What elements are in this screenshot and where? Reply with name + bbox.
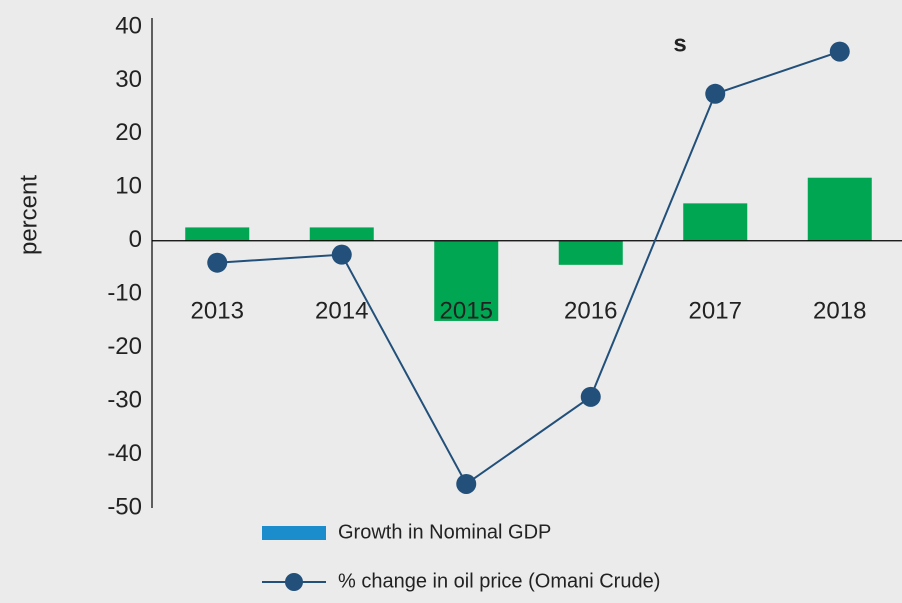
marker [829, 41, 850, 62]
y-tick-label: 20 [115, 119, 142, 146]
bar [683, 203, 748, 241]
legend-marker [285, 573, 303, 591]
y-tick-label: -50 [107, 493, 142, 520]
x-tick-label: 2017 [689, 297, 742, 324]
bar [558, 240, 623, 265]
bar [434, 240, 499, 321]
bar [309, 227, 374, 241]
y-tick-label: -20 [107, 333, 142, 360]
marker [705, 83, 726, 104]
marker [331, 244, 352, 265]
marker [207, 252, 228, 273]
legend-label: % change in oil price (Omani Crude) [338, 570, 660, 592]
bar [185, 227, 250, 241]
line [217, 50, 841, 486]
x-tick-label: 2015 [440, 297, 493, 324]
x-tick-label: 2014 [315, 297, 368, 324]
y-tick-label: -30 [107, 386, 142, 413]
legend-swatch [262, 526, 326, 540]
x-tick-label: 2016 [564, 297, 617, 324]
x-tick-label: 2013 [191, 297, 244, 324]
y-tick-label: -40 [107, 440, 142, 467]
y-tick-label: 0 [129, 226, 142, 253]
y-axis-label: percent [15, 175, 42, 255]
marker [456, 473, 477, 494]
x-tick-label: 2018 [813, 297, 866, 324]
y-tick-label: -10 [107, 280, 142, 307]
y-tick-label: 30 [115, 66, 142, 93]
chart-title: s [673, 30, 686, 57]
y-tick-label: 40 [115, 12, 142, 39]
bar [807, 177, 872, 241]
y-tick-label: 10 [115, 173, 142, 200]
marker [580, 386, 601, 407]
legend-label: Growth in Nominal GDP [338, 521, 551, 543]
